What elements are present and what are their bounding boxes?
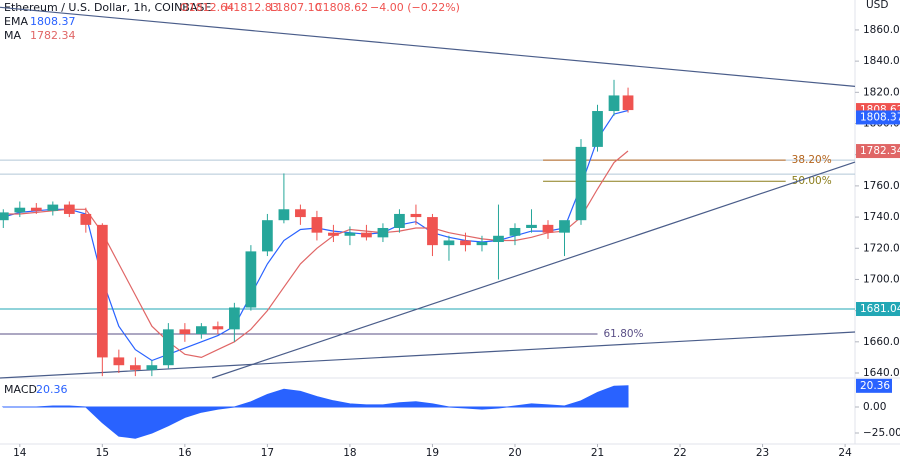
candle-body: [311, 217, 323, 233]
candle-body: [575, 146, 587, 221]
x-tick-label: 24: [838, 447, 852, 458]
macd-tag-label: 20.36: [860, 380, 890, 392]
x-tick-label: 23: [756, 447, 769, 458]
candle-body: [262, 220, 273, 252]
y-tick-label: 1700.00: [863, 273, 900, 285]
candle-body: [179, 329, 191, 335]
indicator-line: [3, 150, 629, 359]
macd-tag: [856, 378, 892, 393]
candle-body: [328, 232, 339, 236]
candle-body: [30, 207, 42, 211]
macd-area: [1, 385, 629, 439]
y-tick-label: 1820.00: [863, 86, 900, 98]
candle-body: [427, 217, 438, 246]
fib-label: 38.20%: [792, 154, 832, 166]
candle-body: [344, 232, 356, 236]
ohlc-value: C1808.62: [315, 1, 368, 14]
legend-ma-value: 1782.34: [30, 29, 76, 42]
candle-body: [196, 326, 207, 335]
macd-legend-value: 20.36: [36, 383, 68, 396]
candle-body: [14, 207, 26, 213]
y-tick-label: 1840.00: [863, 55, 900, 67]
y-tick-label: 1760.00: [863, 180, 900, 192]
candle-body: [559, 220, 570, 233]
x-tick-label: 20: [508, 447, 521, 458]
candle-body: [526, 224, 537, 228]
candle-body: [80, 213, 92, 225]
legend-ma-name: MA: [4, 29, 21, 42]
candle-body: [245, 251, 257, 308]
candle-body: [295, 209, 306, 218]
y-tick-label: 1640.00: [863, 367, 900, 379]
legend-ema-value: 1808.37: [30, 15, 76, 28]
x-tick-label: 21: [591, 447, 604, 458]
y-tick-label: 1660.00: [863, 336, 900, 348]
ohlc-value: L1807.10: [270, 1, 322, 14]
candle-body: [410, 213, 422, 218]
level-tag-label: 1681.04: [860, 303, 900, 315]
candle-body: [394, 213, 405, 228]
ema-tag-label: 1808.37: [860, 111, 900, 123]
macd-tick-label: 0.00: [863, 401, 886, 413]
x-tick-label: 14: [13, 447, 27, 458]
fib-label: 61.80%: [604, 328, 644, 340]
candle-body: [96, 224, 108, 358]
y-tick-label: 1720.00: [863, 242, 900, 254]
candle-body: [47, 204, 59, 211]
x-tick-label: 18: [343, 447, 356, 458]
x-tick-label: 17: [261, 447, 274, 458]
legend-ema-name: EMA: [4, 15, 28, 28]
candle-body: [162, 329, 174, 366]
candle-body: [622, 95, 634, 111]
candle-body: [460, 240, 471, 246]
candle-body: [509, 227, 521, 236]
candle-body: [542, 224, 554, 233]
candle-body: [129, 365, 141, 370]
chart-title: Ethereum / U.S. Dollar, 1h, COINBASE: [4, 1, 211, 14]
x-tick-label: 19: [426, 447, 439, 458]
macd-name: MACD: [4, 383, 37, 396]
fib-label: 50.00%: [792, 175, 832, 187]
ohlc-value: H1812.83: [225, 1, 279, 14]
x-tick-label: 16: [178, 447, 192, 458]
level-tag: [856, 302, 900, 317]
candle-body: [229, 307, 240, 330]
candle-body: [476, 242, 488, 246]
ohlc-value: O1812.64: [180, 1, 234, 14]
macd-tick-label: −25.00: [863, 427, 900, 439]
candle-body: [443, 240, 455, 246]
candle-body: [493, 235, 504, 243]
ohlc-value: −4.00 (−0.22%): [370, 1, 460, 14]
candle-body: [63, 204, 75, 214]
ma-tag: [856, 144, 900, 159]
ema-tag: [856, 110, 900, 125]
trend-line: [0, 331, 856, 379]
candle-body: [608, 95, 620, 112]
ma-tag-label: 1782.34: [860, 145, 900, 157]
candle-body: [0, 212, 9, 221]
trend-line: [0, 6, 856, 87]
trend-line: [211, 161, 856, 379]
candle-body: [377, 227, 389, 238]
x-tick-label: 22: [673, 447, 686, 458]
candle-body: [278, 209, 290, 221]
candle-body: [592, 111, 603, 147]
candle-body: [146, 365, 158, 370]
x-tick-label: 15: [96, 447, 109, 458]
y-tick-label: 1860.00: [863, 24, 900, 36]
candle-body: [212, 326, 224, 330]
candle-body: [361, 232, 372, 238]
currency: USD: [866, 0, 888, 11]
header: Ethereum / U.S. Dollar, 1h, COINBASE EMA…: [4, 0, 888, 42]
y-tick-label: 1740.00: [863, 211, 900, 223]
candle-body: [113, 357, 125, 366]
